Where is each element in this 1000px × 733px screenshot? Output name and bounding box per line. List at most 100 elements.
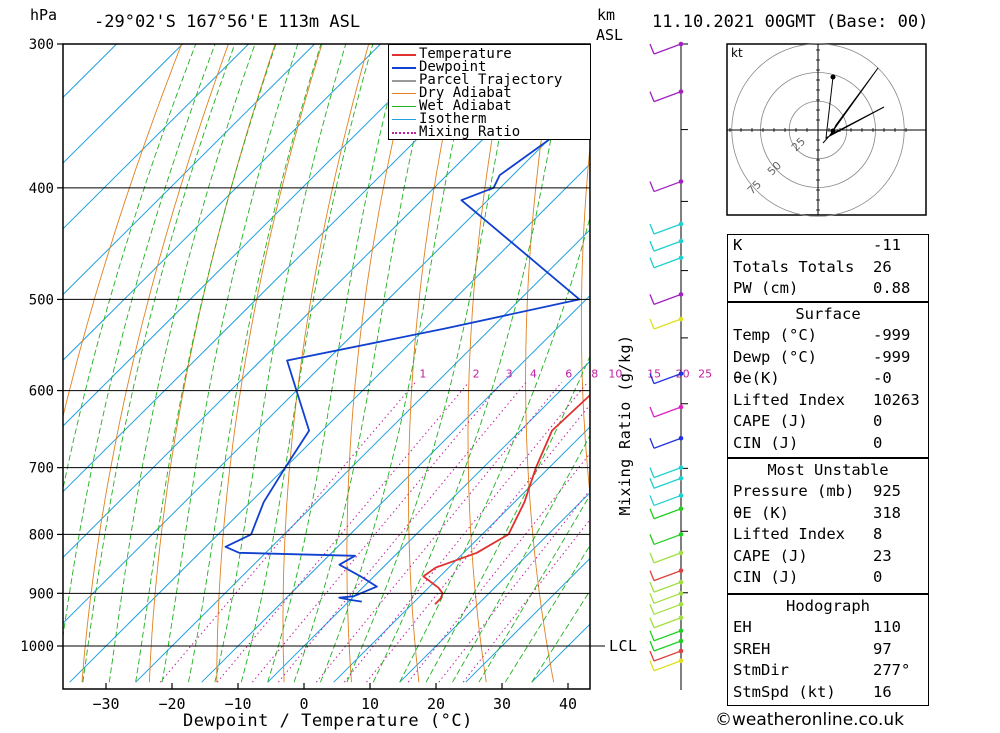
index-row: StmSpd (kt) 16 — [733, 682, 892, 701]
index-row: Dewp (°C) -999 — [733, 347, 911, 366]
wind-barb-flag — [649, 318, 655, 330]
wet-adiabat-line — [425, 355, 590, 683]
mixing-ratio-label: 15 — [647, 368, 661, 381]
height-unit-label: km — [597, 6, 616, 24]
indices-basic-table: K -11 Totals Totals 26 PW (cm) 0.88 — [727, 234, 929, 302]
index-row: K -11 — [733, 236, 901, 254]
wind-barb-flag — [649, 508, 655, 520]
wind-barb-flag — [649, 437, 655, 449]
wind-barb — [653, 569, 682, 582]
wet-adiabat-line — [399, 215, 590, 683]
wet-adiabat-line — [478, 494, 590, 683]
isotherm-line — [201, 294, 590, 683]
wet-adiabat-line — [161, 44, 299, 683]
y-tick-label: 900 — [29, 586, 54, 602]
y-tick-label: 1000 — [20, 639, 54, 655]
wet-adiabat-line — [63, 44, 197, 491]
mixing-ratio-axis-title: Mixing Ratio (g/kg) — [616, 334, 634, 516]
isotherm-line — [267, 360, 590, 683]
mixing-ratio-label: 10 — [608, 368, 622, 381]
wind-barb — [653, 592, 682, 604]
wind-barb-dot — [678, 89, 684, 94]
wind-barb-dot — [678, 658, 684, 664]
mixing-ratio-label: 8 — [591, 368, 598, 381]
wind-barb-flag — [649, 640, 655, 652]
index-row: SREH 97 — [733, 639, 892, 658]
wind-barb — [653, 257, 682, 269]
pressure-unit-label: hPa — [30, 6, 58, 24]
y-tick-label: 500 — [29, 292, 54, 308]
wind-barb-dot — [678, 579, 684, 585]
wet-adiabat-line — [108, 44, 256, 683]
plot-frame — [62, 43, 591, 690]
wind-barb-flag — [649, 660, 655, 672]
wind-barb-flag — [649, 604, 655, 615]
wind-barb — [653, 477, 682, 489]
hodograph-heading: Hodograph — [786, 597, 870, 615]
mixing-ratio-line — [366, 404, 590, 683]
wind-barb — [653, 617, 682, 629]
index-row: StmDir 277° — [733, 661, 911, 680]
index-row: θe(K) -0 — [733, 369, 892, 388]
wind-barb-flag — [649, 181, 655, 192]
mixing-ratio-line — [438, 489, 590, 683]
mixing-ratio-label: 25 — [698, 368, 712, 381]
wind-barb-dot — [678, 506, 684, 512]
dry-adiabat-line — [635, 44, 688, 682]
wind-barb — [653, 240, 682, 252]
wet-adiabat-line — [135, 44, 277, 683]
y-tick-label: 400 — [29, 181, 54, 197]
wind-barb-flag — [649, 406, 655, 418]
wet-adiabat-line — [214, 44, 347, 683]
index-row: Lifted Index 8 — [733, 525, 883, 544]
x-tick-label: −10 — [224, 695, 251, 713]
dewpoint-profile-line — [224, 44, 590, 603]
wind-barb — [653, 467, 682, 479]
wind-barb — [653, 581, 682, 593]
datetime-label: 11.10.2021 00GMT (Base: 00) — [652, 12, 929, 32]
isotherm-line — [63, 44, 117, 99]
dry-adiabat-line — [63, 44, 183, 419]
indices-surface-table: Surface Temp (°C) -999 Dewp (°C) -999 θe(K… — [727, 302, 929, 458]
wind-barb — [653, 533, 682, 546]
mixing-ratio-line — [407, 452, 590, 683]
wind-barb-dot — [678, 532, 684, 537]
wind-barb — [653, 91, 682, 103]
wet-adiabat-line — [82, 44, 236, 683]
wind-barb-dot — [678, 550, 684, 556]
wind-barb — [653, 180, 682, 193]
x-tick-label: 10 — [361, 695, 379, 713]
hodograph-point — [830, 128, 836, 134]
index-row: Temp (°C) -999 — [733, 326, 911, 344]
mixing-ratio-line — [159, 381, 416, 683]
credit-link[interactable]: ©weatheronline.co.uk — [715, 710, 905, 730]
index-row: Pressure (mb) 925 — [733, 482, 901, 500]
wind-barb-dot — [678, 568, 684, 573]
isotherm-line — [63, 44, 249, 230]
isotherm-line — [399, 491, 590, 683]
wind-barb-flag — [649, 534, 655, 545]
wind-barb-flag — [649, 552, 655, 564]
wind-barb-flag — [649, 467, 655, 478]
wind-barb-flag — [649, 91, 655, 102]
index-row: CAPE (J) 23 — [733, 546, 892, 565]
wind-barb-dot — [678, 371, 684, 376]
x-tick-label: 30 — [493, 695, 511, 713]
mixing-ratio-line — [216, 381, 470, 683]
wind-barb-flag — [649, 650, 655, 662]
wind-barb-flag — [649, 617, 655, 628]
location-title: -29°02'S 167°56'E 113m ASL — [94, 12, 361, 32]
isotherm-line — [63, 44, 513, 493]
wind-barb — [653, 552, 682, 564]
most-unstable-heading: Most Unstable — [767, 461, 889, 479]
wind-barb-dot — [678, 404, 684, 410]
index-row: CAPE (J) 0 — [733, 412, 883, 431]
wet-adiabat-line — [504, 544, 590, 683]
wind-barb — [653, 603, 682, 615]
wind-barb-dot — [678, 602, 684, 607]
index-row: EH 110 — [733, 618, 901, 636]
isotherm-line — [63, 44, 579, 559]
x-tick-label: 20 — [427, 695, 445, 713]
wet-adiabat-line — [346, 44, 519, 683]
